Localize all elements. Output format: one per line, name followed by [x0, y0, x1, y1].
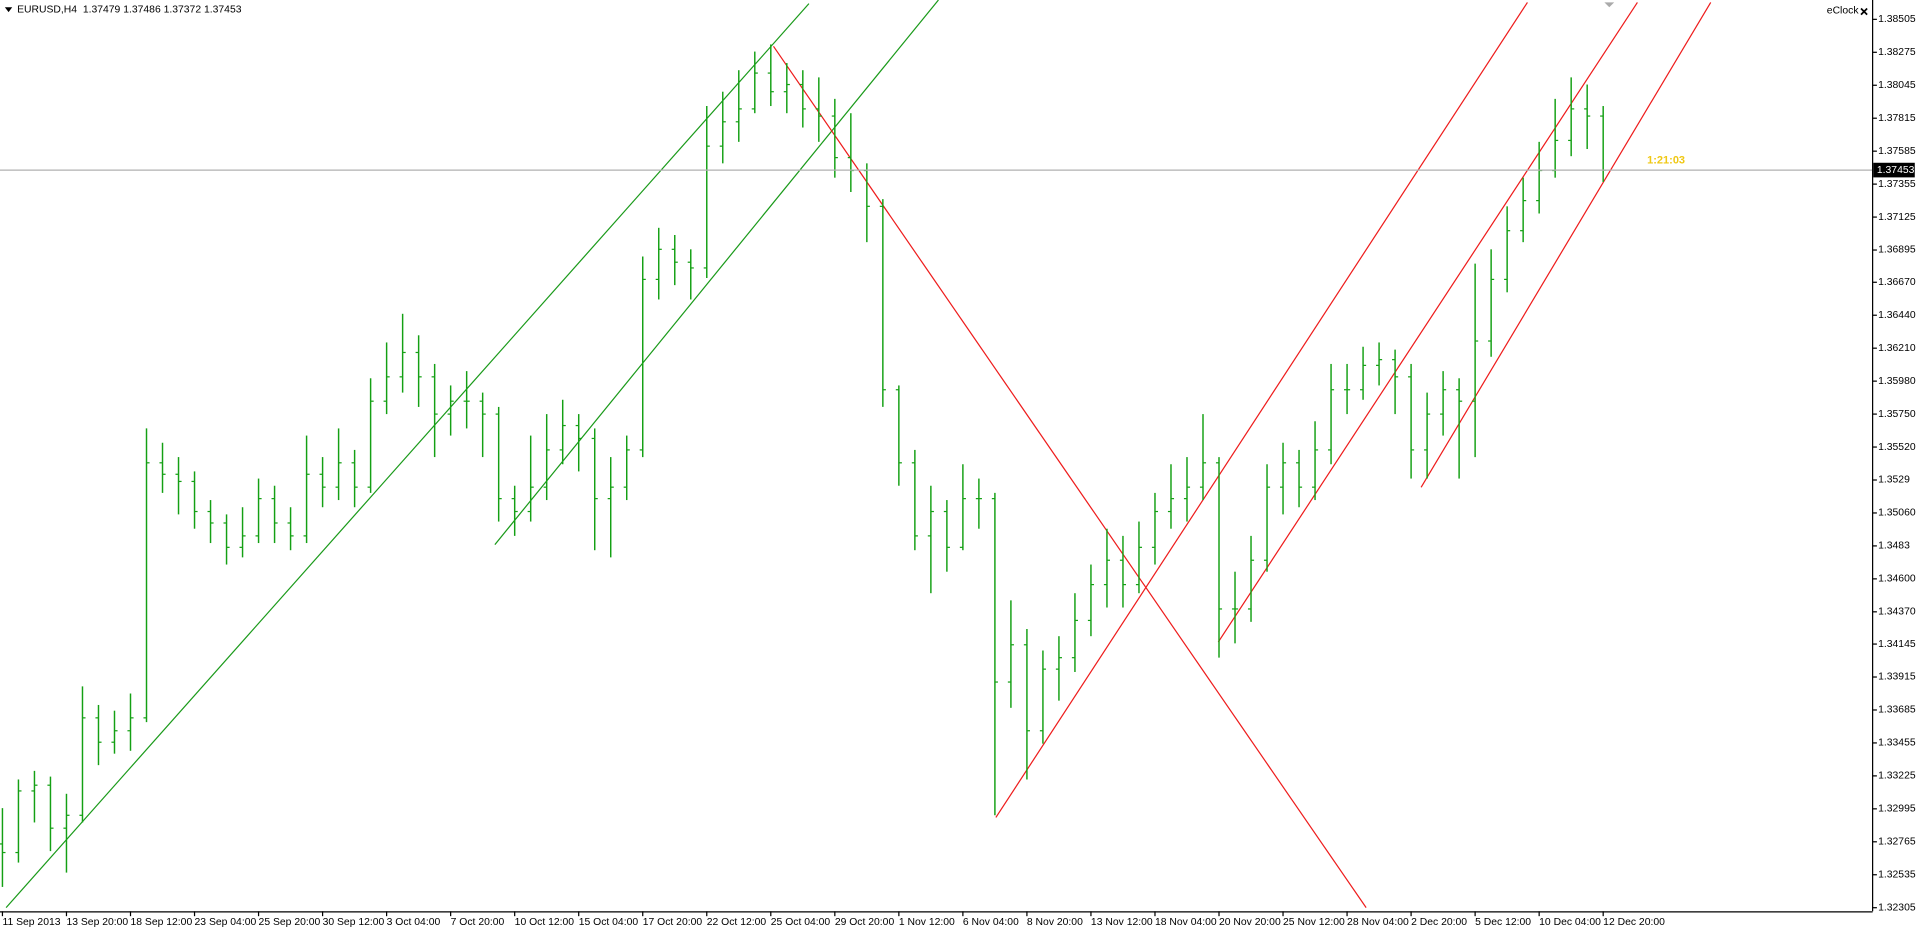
x-tick-label: 20 Nov 20:00: [1219, 917, 1281, 928]
y-tick-label: 1.33225: [1878, 771, 1916, 782]
x-tick-label: 10 Oct 12:00: [515, 917, 575, 928]
x-tick-label: 1 Nov 12:00: [899, 917, 955, 928]
countdown: 1:21:03: [1647, 155, 1685, 167]
x-tick-label: 2 Dec 20:00: [1411, 917, 1467, 928]
y-tick-label: 1.32305: [1878, 902, 1916, 913]
y-tick-label: 1.33915: [1878, 672, 1916, 683]
x-tick-label: 7 Oct 20:00: [451, 917, 505, 928]
y-tick-label: 1.33685: [1878, 705, 1916, 716]
y-tick-label: 1.37125: [1878, 212, 1916, 223]
x-tick-label: 28 Nov 04:00: [1347, 917, 1409, 928]
trendline: [5, 3, 810, 909]
y-tick-label: 1.34145: [1878, 639, 1916, 650]
y-tick-label: 1.36210: [1878, 343, 1916, 354]
current-price-label: 1.37453: [1877, 165, 1915, 176]
y-tick-label: 1.37815: [1878, 113, 1916, 124]
y-tick-label: 1.34600: [1878, 574, 1916, 585]
x-tick-label: 8 Nov 20:00: [1027, 917, 1083, 928]
menu-arrow[interactable]: [4, 7, 13, 13]
y-tick-label: 1.33455: [1878, 738, 1916, 749]
trendlines: [5, 0, 1712, 909]
y-tick-label: 1.37585: [1878, 146, 1916, 157]
trendline: [1420, 2, 1712, 488]
close-icon: [1860, 7, 1868, 16]
x-tick-label: 12 Dec 20:00: [1603, 917, 1665, 928]
y-tick-label: 1.3529: [1878, 475, 1910, 486]
y-tick-label: 1.38045: [1878, 80, 1916, 91]
x-tick-label: 18 Nov 04:00: [1155, 917, 1217, 928]
x-tick-label: 6 Nov 04:00: [963, 917, 1019, 928]
x-tick-label: 13 Nov 12:00: [1091, 917, 1153, 928]
chart-title: EURUSD,H4 1.37479 1.37486 1.37372 1.3745…: [17, 4, 242, 15]
x-tick-label: 29 Oct 20:00: [835, 917, 895, 928]
y-tick-label: 1.32765: [1878, 837, 1916, 848]
y-tick-label: 1.3483: [1878, 541, 1910, 552]
y-tick-label: 1.36895: [1878, 245, 1916, 256]
trendline: [1217, 2, 1638, 643]
x-tick-label: 17 Oct 20:00: [643, 917, 703, 928]
current-price-box: [1873, 162, 1915, 178]
y-tick-label: 1.38505: [1878, 14, 1916, 25]
x-tick-label: 15 Oct 04:00: [579, 917, 639, 928]
x-tick-label: 13 Sep 20:00: [66, 917, 128, 928]
y-tick-label: 1.36670: [1878, 277, 1916, 288]
close-button[interactable]: [1860, 7, 1868, 16]
y-tick-label: 1.38275: [1878, 47, 1916, 58]
y-tick-label: 1.35750: [1878, 409, 1916, 420]
y-tick-label: 1.34370: [1878, 607, 1916, 618]
y-tick-label: 1.32995: [1878, 804, 1916, 815]
indicator-label: eClock: [1827, 6, 1860, 17]
x-tick-label: 25 Oct 04:00: [771, 917, 831, 928]
x-tick-label: 25 Nov 12:00: [1283, 917, 1345, 928]
y-tick-label: 1.35060: [1878, 508, 1916, 519]
trendline: [995, 2, 1528, 818]
x-tick-label: 23 Sep 04:00: [195, 917, 257, 928]
x-tick-label: 30 Sep 12:00: [323, 917, 385, 928]
x-tick-label: 3 Oct 04:00: [387, 917, 441, 928]
x-tick-label: 10 Dec 04:00: [1539, 917, 1601, 928]
y-tick-label: 1.36440: [1878, 310, 1916, 321]
y-tick-label: 1.35520: [1878, 442, 1916, 453]
x-tick-label: 25 Sep 20:00: [259, 917, 321, 928]
y-tick-label: 1.35980: [1878, 376, 1916, 387]
x-tick-label: 5 Dec 12:00: [1475, 917, 1531, 928]
shift-marker: [1604, 2, 1615, 8]
trendline: [772, 45, 1367, 908]
trendline: [494, 0, 939, 545]
x-tick-label: 22 Oct 12:00: [707, 917, 767, 928]
x-tick-label: 18 Sep 12:00: [131, 917, 193, 928]
y-tick-label: 1.37355: [1878, 179, 1916, 190]
y-tick-label: 1.32535: [1878, 869, 1916, 880]
x-tick-label: 11 Sep 2013: [2, 917, 60, 928]
